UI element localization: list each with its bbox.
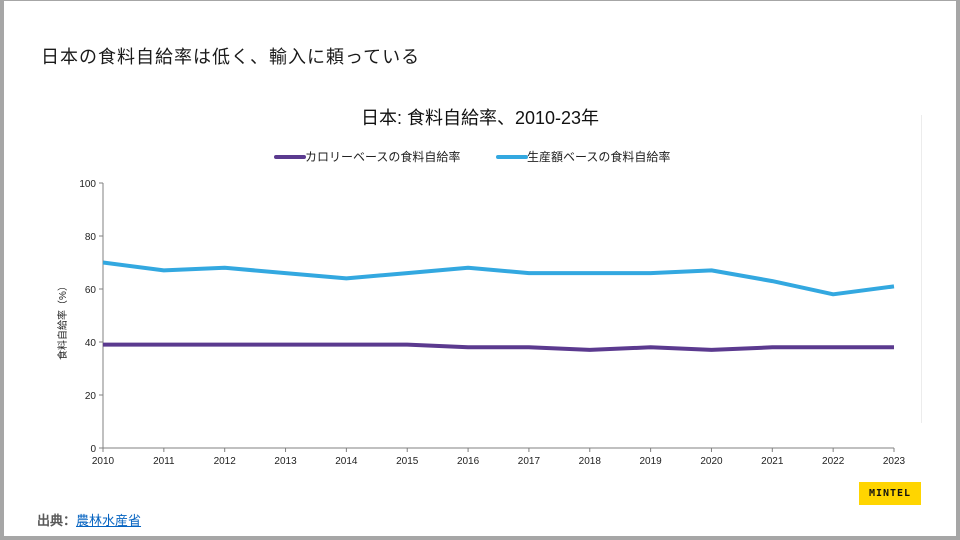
y-tick-label: 80	[85, 232, 97, 243]
x-tick-label: 2014	[335, 456, 358, 467]
series-line	[102, 260, 895, 297]
x-tick-label: 2017	[518, 456, 541, 467]
mintel-logo: MINTEL	[859, 482, 921, 505]
legend-item: カロリーベースの食料自給率	[274, 149, 460, 164]
source-label: 出典：	[37, 514, 77, 529]
slide: 日本の食料自給率は低く、輸入に頼っている 日本: 食料自給率、2010-23年カ…	[4, 1, 956, 536]
y-tick-label: 0	[90, 444, 96, 455]
y-tick-label: 20	[85, 391, 97, 402]
chart-title: 日本: 食料自給率、2010-23年	[361, 108, 599, 128]
slide-title: 日本の食料自給率は低く、輸入に頼っている	[41, 47, 421, 68]
x-tick-label: 2010	[92, 456, 115, 467]
divider	[921, 115, 922, 423]
y-tick-label: 40	[85, 338, 97, 349]
legend-label: カロリーベースの食料自給率	[305, 149, 460, 164]
y-tick-label: 60	[85, 285, 97, 296]
source-note: 出典：農林水産省	[37, 510, 141, 529]
x-tick-label: 2012	[214, 456, 237, 467]
x-tick-label: 2016	[457, 456, 480, 467]
x-tick-label: 2018	[579, 456, 602, 467]
x-tick-label: 2022	[822, 456, 845, 467]
x-tick-label: 2011	[153, 456, 175, 467]
y-tick-label: 100	[79, 179, 96, 190]
x-tick-label: 2021	[761, 456, 784, 467]
x-tick-label: 2020	[700, 456, 723, 467]
series-line	[103, 342, 894, 352]
x-tick-label: 2019	[639, 456, 662, 467]
y-axis-label: 食料自給率（%）	[56, 281, 69, 360]
source-link[interactable]: 農林水産省	[76, 514, 142, 529]
x-tick-label: 2013	[274, 456, 297, 467]
legend-item: 生産額ベースの食料自給率	[496, 149, 670, 164]
legend-label: 生産額ベースの食料自給率	[527, 149, 670, 164]
x-tick-label: 2023	[883, 456, 906, 467]
x-tick-label: 2015	[396, 456, 419, 467]
